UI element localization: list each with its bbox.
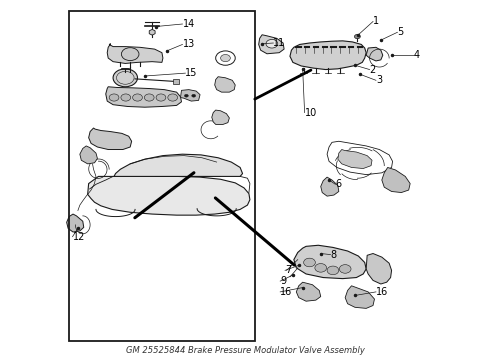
Circle shape [121,94,131,101]
Text: 5: 5 [397,27,404,37]
Text: 12: 12 [73,232,85,242]
Bar [172,79,178,84]
Polygon shape [106,87,181,107]
Circle shape [304,258,316,267]
Circle shape [168,94,177,101]
Polygon shape [321,177,339,196]
Polygon shape [366,253,392,284]
Text: 16: 16 [376,287,388,297]
Text: 8: 8 [331,249,337,260]
Text: 14: 14 [182,19,195,29]
Text: 13: 13 [182,40,195,49]
Polygon shape [180,90,200,101]
Circle shape [339,265,351,273]
Text: 4: 4 [414,50,420,60]
Polygon shape [382,167,410,193]
Polygon shape [212,110,229,125]
Text: 2: 2 [369,64,376,75]
Polygon shape [89,128,132,149]
Circle shape [327,266,339,275]
Polygon shape [259,35,284,54]
Circle shape [266,40,278,48]
Polygon shape [114,154,243,176]
Circle shape [354,35,360,39]
Polygon shape [294,245,366,279]
Polygon shape [366,47,383,61]
Polygon shape [296,282,321,301]
Polygon shape [67,214,84,232]
Polygon shape [290,41,366,69]
Text: 10: 10 [305,108,317,118]
Circle shape [122,48,139,60]
Circle shape [113,69,138,87]
Circle shape [192,94,196,97]
Circle shape [145,94,154,101]
Text: 7: 7 [285,265,292,275]
Circle shape [109,94,119,101]
Circle shape [133,94,143,101]
Text: GM 25525844 Brake Pressure Modulator Valve Assembly: GM 25525844 Brake Pressure Modulator Val… [125,346,365,355]
Circle shape [315,264,327,272]
Bar [69,12,255,341]
Polygon shape [215,77,235,92]
Polygon shape [338,149,372,168]
Polygon shape [107,44,163,63]
Circle shape [220,54,230,62]
Text: 16: 16 [280,287,293,297]
Polygon shape [345,286,374,309]
Text: 1: 1 [373,17,379,27]
Polygon shape [149,30,155,35]
Text: 9: 9 [280,276,286,286]
Text: 11: 11 [273,38,286,48]
Text: 15: 15 [185,68,198,78]
Circle shape [184,94,188,97]
Text: 6: 6 [335,179,342,189]
Polygon shape [80,146,98,164]
Polygon shape [88,176,250,215]
Circle shape [156,94,166,101]
Text: 3: 3 [376,75,382,85]
